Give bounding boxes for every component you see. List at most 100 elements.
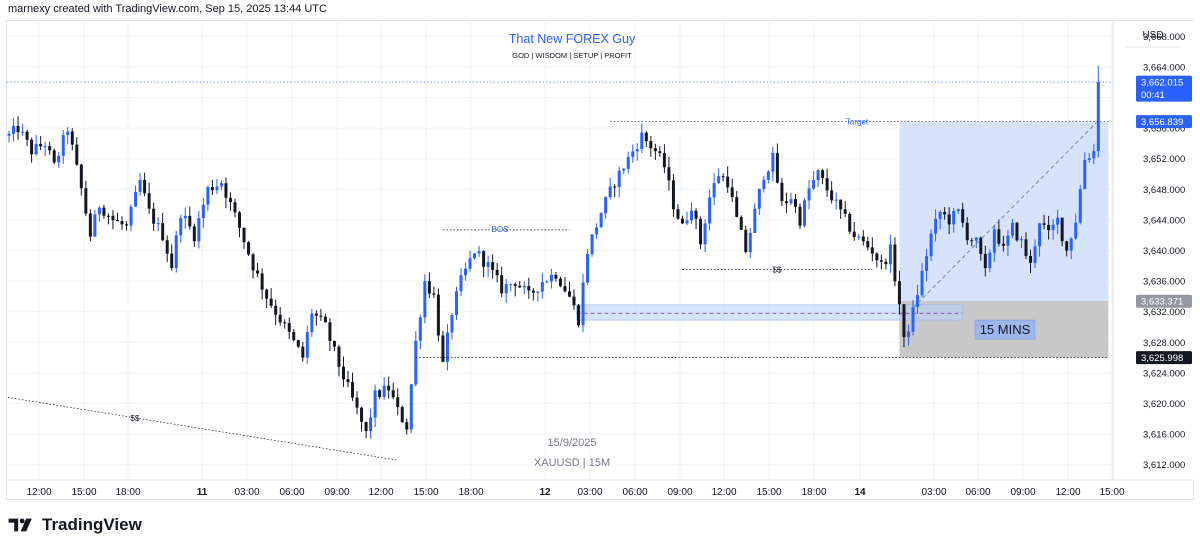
x-tick-label: 18:00 <box>115 487 140 498</box>
candle-body <box>468 258 472 269</box>
price-tag-label: 3,656.839 <box>1141 117 1183 128</box>
candle-body <box>215 186 219 191</box>
candle-body <box>943 211 947 215</box>
candle-body <box>256 270 260 274</box>
candle-body <box>577 305 581 326</box>
candle-body <box>744 229 748 253</box>
candle-body <box>595 227 599 235</box>
candle-body <box>97 207 101 215</box>
candle-body <box>454 291 458 315</box>
candle-body <box>540 282 544 292</box>
candle-body <box>581 282 585 326</box>
candle-body <box>115 220 119 222</box>
position-label: 15 MINS <box>980 322 1031 337</box>
candle-body <box>667 167 671 181</box>
candle-body <box>436 294 440 336</box>
candle-body <box>287 323 291 332</box>
candle-body <box>1019 239 1023 241</box>
x-tick-label: 12:00 <box>711 487 736 498</box>
candle-body <box>328 322 332 341</box>
candle-body <box>825 178 829 191</box>
candle-body <box>753 208 757 233</box>
candle-body <box>120 221 124 225</box>
candle-body <box>518 285 522 288</box>
candle-body <box>572 296 576 306</box>
candle-body <box>247 242 251 255</box>
candle-body <box>364 421 368 432</box>
candle-body <box>147 193 151 209</box>
candle-body <box>839 199 843 210</box>
candle-body <box>373 390 377 418</box>
candle-body <box>599 213 603 228</box>
target-label: Target <box>846 118 869 127</box>
candle-body <box>30 139 34 155</box>
candle-body <box>527 286 531 291</box>
candle-body <box>391 390 395 398</box>
candle-body <box>997 229 1001 244</box>
candle-body <box>911 307 915 332</box>
candle-body <box>445 332 449 362</box>
candle-body <box>1033 246 1037 263</box>
candle-body <box>296 340 300 347</box>
candle-body <box>360 407 364 422</box>
candle-body <box>16 125 20 133</box>
candle-body <box>694 210 698 219</box>
x-tick-label: 06:00 <box>279 487 304 498</box>
candle-body <box>251 254 255 271</box>
candle-body <box>332 340 336 347</box>
candle-body <box>156 223 160 225</box>
candlestick-chart[interactable]: Target BOS $$ $$ 15 MINS USD 3,612.000 3,616.0… <box>0 0 1200 510</box>
candle-body <box>61 135 65 156</box>
candle-body <box>495 269 499 276</box>
candle-body <box>952 210 956 225</box>
candle-body <box>1056 217 1060 225</box>
candle-body <box>879 260 883 262</box>
candle-body <box>938 211 942 219</box>
tradingview-logo[interactable]: TradingView <box>8 515 142 535</box>
y-tick-label: 3,664.000 <box>1143 62 1185 73</box>
candle-body <box>482 251 486 267</box>
currency-label: USD <box>1142 30 1163 41</box>
y-tick-label: 3,636.000 <box>1143 277 1185 288</box>
candle-body <box>355 397 359 408</box>
candle-body <box>477 251 481 254</box>
chart-title: That New FOREX Guy <box>509 32 636 46</box>
candle-body <box>7 133 11 136</box>
candle-body <box>88 213 92 237</box>
candle-body <box>260 273 264 290</box>
candle-body <box>685 220 689 224</box>
profit-zone <box>899 121 1109 301</box>
candle-body <box>228 197 232 203</box>
candle-body <box>183 215 187 219</box>
y-tick-label: 3,648.000 <box>1143 185 1185 196</box>
candle-body <box>916 295 920 308</box>
candle-body <box>414 340 418 385</box>
candle-body <box>1024 239 1028 256</box>
x-tick-label: 06:00 <box>622 487 647 498</box>
candle-body <box>653 148 657 152</box>
candle-body <box>25 131 29 140</box>
candle-body <box>644 132 648 142</box>
candle-body <box>726 176 730 188</box>
x-tick-label: 15:00 <box>1099 487 1124 498</box>
candle-body <box>351 382 355 398</box>
watermark-date: 15/9/2025 <box>548 437 597 449</box>
candle-body <box>34 143 38 155</box>
x-tick-label: 06:00 <box>965 487 990 498</box>
candle-body <box>79 164 83 189</box>
candle-body <box>305 332 309 358</box>
candle-body <box>956 209 960 211</box>
y-tick-label: 3,616.000 <box>1143 430 1185 441</box>
candle-body <box>925 256 929 271</box>
zones-layer <box>576 121 1109 358</box>
candle-body <box>1051 224 1055 231</box>
candle-body <box>1047 224 1051 231</box>
candle-body <box>513 284 517 286</box>
x-tick-label: 15:00 <box>756 487 781 498</box>
x-tick-label: 03:00 <box>577 487 602 498</box>
candle-body <box>848 213 852 232</box>
candle-body <box>1083 159 1087 189</box>
candle-body <box>708 197 712 224</box>
candle-body <box>789 199 793 204</box>
candle-body <box>125 224 129 226</box>
